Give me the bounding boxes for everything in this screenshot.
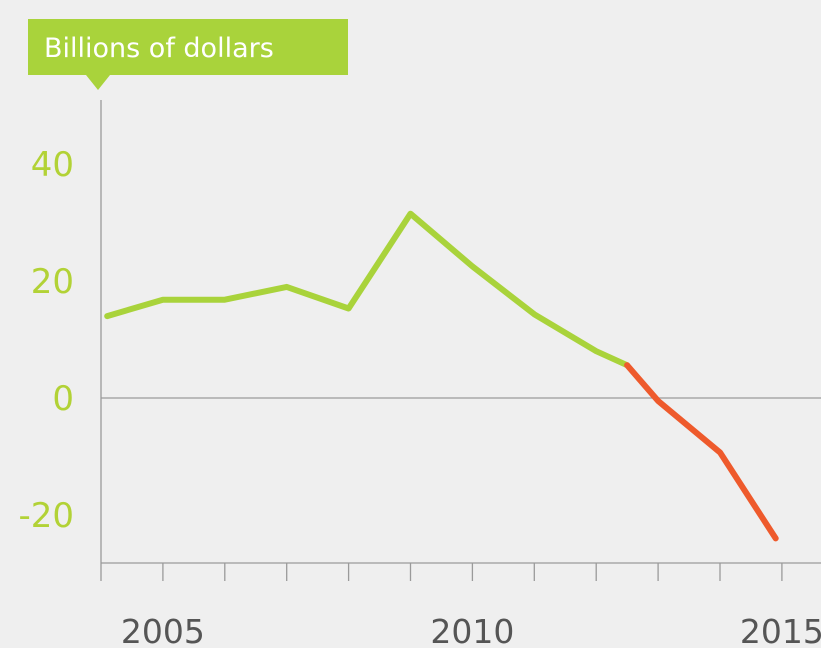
y-tick-labels: 40 20 0 -20	[18, 145, 74, 536]
x-tick-label: 2005	[121, 612, 205, 648]
y-tick-label: 20	[31, 262, 74, 302]
y-axis-label-badge: Billions of dollars	[28, 19, 348, 90]
y-tick-label: 0	[52, 379, 74, 419]
y-axis-label: Billions of dollars	[44, 33, 274, 64]
y-axis-label-pointer	[86, 75, 110, 90]
axes	[100, 100, 821, 581]
x-tick-label: 2010	[430, 612, 514, 648]
y-axis-label-box	[28, 19, 348, 75]
y-tick-label: 40	[31, 145, 74, 185]
x-tick-labels: 2005 2010 2015	[121, 612, 821, 648]
series	[104, 210, 779, 542]
series-line-projected	[624, 362, 779, 542]
y-tick-label: -20	[18, 496, 74, 536]
series-line-actual	[104, 210, 631, 369]
x-tick-label: 2015	[740, 612, 821, 648]
